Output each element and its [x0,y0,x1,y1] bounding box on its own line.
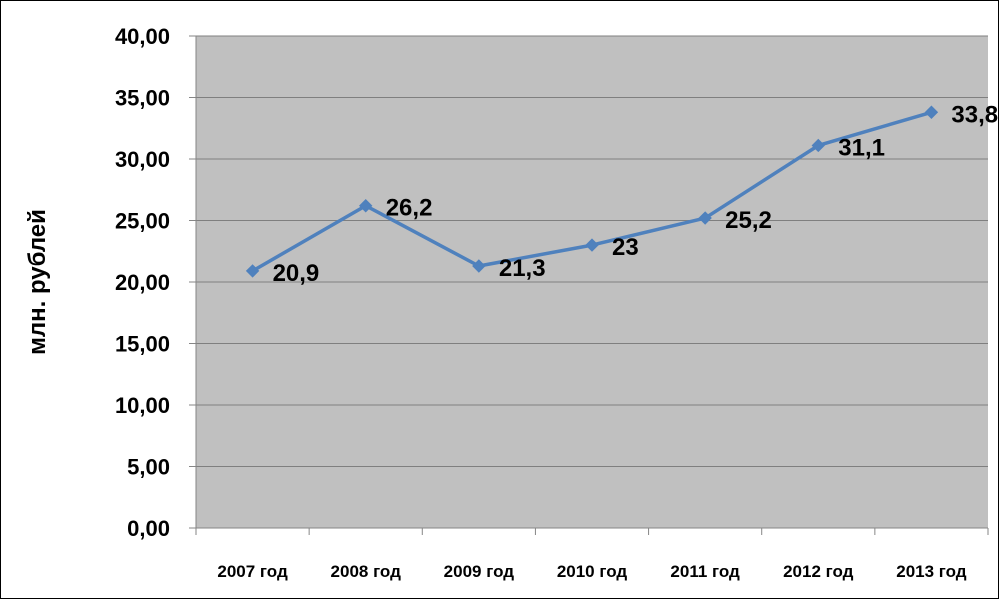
x-tick-label: 2007 год [217,562,288,581]
y-tick-label: 15,00 [115,332,170,357]
data-series [245,105,939,278]
x-axis-tick-labels: 2007 год 2008 год 2009 год 2010 год 2011 год… [217,562,966,581]
y-tick-label: 10,00 [115,393,170,418]
x-tick-label: 2008 год [331,562,402,581]
y-tick-label: 30,00 [115,147,170,172]
x-tick-label: 2009 год [444,562,515,581]
data-point-marker [698,211,712,225]
data-label: 33,8 [951,101,998,128]
y-tick-label: 40,00 [115,24,170,49]
gridlines [196,35,988,467]
data-label: 25,2 [725,207,772,234]
data-point-marker [359,199,373,213]
data-point-marker [472,259,486,273]
axes [189,35,989,535]
data-label: 26,2 [386,195,433,222]
x-tick-label: 2012 год [783,562,854,581]
data-point-marker [811,138,825,153]
data-point-marker [245,264,260,278]
data-label: 21,3 [499,255,546,282]
y-tick-label: 25,00 [115,209,170,234]
data-point-marker [924,105,939,119]
x-tick-label: 2011 год [670,562,740,581]
y-axis-tick-labels: 0,00 5,00 10,00 15,00 20,00 25,00 30,00 35,00 40… [115,24,170,541]
data-point-marker [585,238,599,252]
data-label: 31,1 [838,134,885,161]
data-label: 23 [612,234,639,261]
y-tick-label: 35,00 [115,86,170,111]
data-labels: 20,9 26,2 21,3 23 25,2 31,1 33,8 [273,101,998,287]
y-axis-title: млн. рублей [24,209,51,355]
y-tick-label: 20,00 [115,270,170,295]
x-tick-label: 2010 год [557,562,628,581]
y-tick-label: 0,00 [127,516,170,541]
y-tick-label: 5,00 [127,455,170,480]
data-label: 20,9 [273,260,320,287]
x-tick-label: 2013 год [896,562,967,581]
